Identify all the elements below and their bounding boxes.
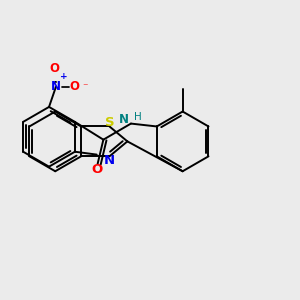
Text: O: O xyxy=(69,80,79,93)
Text: N: N xyxy=(104,154,115,167)
Text: H: H xyxy=(134,112,142,122)
Text: S: S xyxy=(105,116,114,129)
Text: N: N xyxy=(51,80,61,93)
Text: ⁻: ⁻ xyxy=(82,82,87,92)
Text: +: + xyxy=(60,72,68,81)
Text: O: O xyxy=(50,62,60,75)
Text: N: N xyxy=(119,113,129,126)
Text: O: O xyxy=(92,163,103,176)
